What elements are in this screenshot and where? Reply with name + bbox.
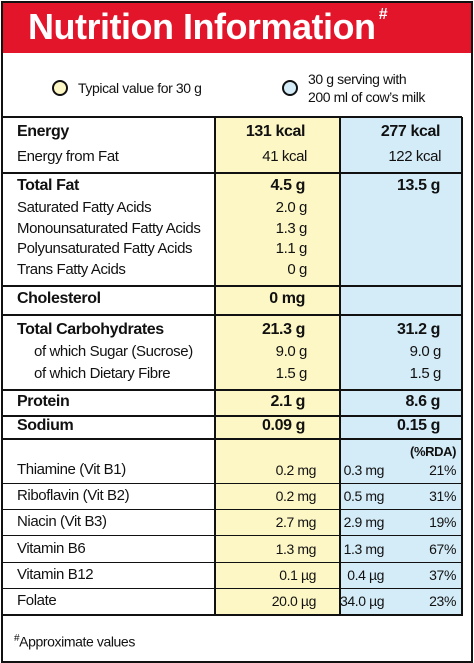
value-30g: 1.5 g — [275, 365, 308, 382]
row-label: Total Carbohydrates — [17, 321, 164, 338]
value-30g: 0 mg — [269, 290, 305, 307]
row-label: Protein — [17, 393, 70, 410]
value-milk: 0.15 g — [397, 417, 440, 434]
value-milk: 2.9 mg — [343, 514, 385, 531]
row-label: Monounsaturated Fatty Acids — [17, 220, 201, 237]
rule — [3, 116, 462, 118]
value-30g: 0.2 mg — [275, 488, 317, 505]
value-30g: 20.0 µg — [271, 593, 317, 609]
value-milk: 8.6 g — [405, 393, 441, 410]
rule — [3, 483, 462, 484]
rule — [3, 614, 462, 616]
row-label: Energy from Fat — [17, 148, 119, 165]
legend-text: 200 ml of cow’s milk — [308, 89, 426, 105]
row-label: Riboflavin (Vit B2) — [17, 487, 130, 505]
value-milk: 31.2 g — [397, 321, 440, 338]
value-30g: 0 g — [287, 261, 307, 278]
value-30g: 4.5 g — [270, 177, 306, 194]
row-label: Sodium — [17, 417, 74, 434]
rule — [3, 172, 462, 174]
title-mark: # — [378, 6, 387, 23]
value-milk: 0.4 µg — [347, 566, 384, 583]
row-label: Total Fat — [17, 177, 79, 194]
value-30g: 1.1 g — [275, 240, 308, 257]
row-label: of which Dietary Fibre — [34, 365, 171, 382]
value-milk: 1.3 mg — [343, 540, 385, 557]
header-band — [3, 3, 471, 53]
value-rda: 31% — [429, 488, 456, 505]
row-label: Energy — [17, 123, 69, 140]
value-30g: 0.2 mg — [275, 462, 317, 478]
row-label: Trans Fatty Acids — [17, 261, 126, 278]
rule — [3, 438, 462, 440]
col-milk — [340, 117, 462, 615]
footnote-text: Approximate values — [19, 633, 135, 650]
value-rda: 19% — [429, 514, 456, 531]
value-milk: 34.0 µg — [340, 593, 385, 609]
row-label: Cholesterol — [17, 290, 101, 307]
footnote-mark: # — [14, 633, 20, 644]
legend-dot — [52, 80, 68, 96]
value-30g: 0.09 g — [262, 417, 305, 434]
rule — [3, 415, 462, 417]
value-rda: 23% — [429, 593, 456, 609]
legend-text: 30 g serving with — [308, 71, 407, 87]
value-milk: 1.5 g — [409, 365, 442, 382]
row-label: Niacin (Vit B3) — [17, 513, 107, 531]
rule — [3, 509, 462, 510]
footnote: #Approximate values — [14, 630, 135, 651]
row-label: Polyunsaturated Fatty Acids — [17, 240, 193, 257]
value-30g: 131 kcal — [245, 123, 305, 140]
value-30g: 2.0 g — [275, 199, 308, 216]
rule — [3, 535, 462, 536]
value-30g: 2.1 g — [270, 393, 306, 410]
col-rule — [461, 117, 463, 616]
value-30g: 9.0 g — [275, 343, 308, 360]
legend-text: Typical value for 30 g — [78, 80, 202, 96]
col-rule — [214, 117, 216, 616]
row-label: Vitamin B12 — [17, 565, 94, 583]
rule — [3, 562, 462, 563]
rule — [3, 285, 462, 287]
value-rda: 67% — [429, 540, 456, 557]
col-rule — [339, 117, 341, 616]
legend-dot — [282, 80, 298, 96]
value-30g: 21.3 g — [262, 321, 305, 338]
rule — [3, 389, 462, 391]
rule — [3, 314, 462, 316]
value-milk: 9.0 g — [409, 343, 442, 360]
row-label: of which Sugar (Sucrose) — [34, 343, 193, 360]
value-30g: 1.3 g — [275, 220, 308, 237]
value-rda: 37% — [429, 566, 456, 583]
value-milk: 13.5 g — [397, 177, 440, 194]
rule — [3, 588, 462, 589]
row-label: Thiamine (Vit B1) — [17, 461, 126, 478]
value-milk: 122 kcal — [388, 148, 441, 165]
value-30g: 0.1 µg — [279, 566, 316, 583]
value-rda: 21% — [429, 462, 456, 478]
rda-header: (%RDA) — [410, 444, 456, 459]
row-label: Vitamin B6 — [17, 539, 86, 557]
header-title: Nutrition Information # — [28, 6, 387, 48]
col-30g — [215, 117, 340, 615]
value-milk: 0.5 mg — [343, 488, 385, 505]
value-30g: 2.7 mg — [275, 514, 317, 531]
value-30g: 1.3 mg — [275, 540, 317, 557]
value-30g: 41 kcal — [262, 148, 307, 165]
title-text: Nutrition Information — [28, 6, 376, 47]
row-label: Folate — [17, 592, 57, 609]
row-label: Saturated Fatty Acids — [17, 199, 152, 216]
value-milk: 277 kcal — [380, 123, 440, 140]
value-milk: 0.3 mg — [343, 462, 385, 478]
